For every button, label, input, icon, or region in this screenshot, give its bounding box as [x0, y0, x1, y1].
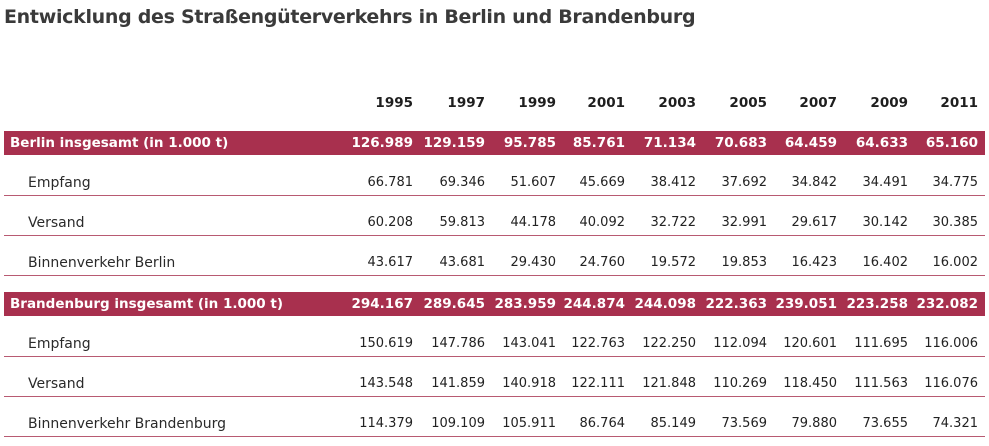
- year-header: 2001: [587, 95, 625, 111]
- table-row: Empfang 66.781 69.346 51.607 45.669 38.412 37.…: [4, 171, 985, 196]
- row-label: Binnenverkehr Brandenburg: [28, 416, 227, 432]
- table-cell: 111.563: [854, 376, 908, 391]
- table-cell: 143.548: [359, 376, 413, 391]
- table-cell: 44.178: [510, 215, 557, 230]
- table-cell: 16.002: [932, 255, 979, 270]
- table-cell: 64.633: [855, 135, 908, 151]
- table-cell: 16.402: [862, 255, 909, 270]
- year-header: 1997: [447, 95, 485, 111]
- page-title: Entwicklung des Straßengüterverkehrs in …: [4, 6, 696, 28]
- table-row: Versand 143.548 141.859 140.918 122.111 121.8…: [4, 372, 985, 397]
- table-cell: 45.669: [579, 175, 626, 190]
- table-row: Binnenverkehr Berlin 43.617 43.681 29.430 24…: [4, 251, 985, 276]
- table-cell: 129.159: [423, 135, 486, 151]
- table-cell: 32.991: [721, 215, 768, 230]
- table-row: Binnenverkehr Brandenburg 114.379 109.109 1…: [4, 412, 985, 437]
- table-cell: 120.601: [783, 336, 837, 351]
- table-cell: 105.911: [502, 416, 556, 431]
- table-cell: 126.989: [351, 135, 414, 151]
- table-cell: 147.786: [431, 336, 485, 351]
- table-cell: 116.006: [924, 336, 978, 351]
- table-cell: 85.761: [572, 135, 625, 151]
- table-cell: 150.619: [359, 336, 413, 351]
- table-cell: 43.681: [439, 255, 486, 270]
- row-label: Versand: [28, 215, 85, 231]
- table-cell: 19.853: [721, 255, 768, 270]
- table-cell: 109.109: [431, 416, 485, 431]
- row-label: Versand: [28, 376, 85, 392]
- table-cell: 232.082: [916, 296, 979, 312]
- table-cell: 116.076: [924, 376, 978, 391]
- table-cell: 32.722: [650, 215, 697, 230]
- table-cell: 64.459: [784, 135, 837, 151]
- table-cell: 95.785: [503, 135, 556, 151]
- table-row: Versand 60.208 59.813 44.178 40.092 32.722 32.…: [4, 211, 985, 236]
- table-cell: 283.959: [494, 296, 557, 312]
- table-cell: 122.763: [571, 336, 625, 351]
- year-header: 1995: [375, 95, 413, 111]
- table-cell: 40.092: [579, 215, 626, 230]
- table-cell: 24.760: [579, 255, 626, 270]
- table-cell: 38.412: [650, 175, 697, 190]
- table-cell: 111.695: [854, 336, 908, 351]
- table-cell: 60.208: [367, 215, 414, 230]
- table-cell: 73.655: [862, 416, 909, 431]
- table-cell: 73.569: [721, 416, 768, 431]
- table-cell: 29.430: [510, 255, 557, 270]
- table-cell: 34.775: [932, 175, 979, 190]
- table-cell: 43.617: [367, 255, 414, 270]
- year-header: 2003: [658, 95, 696, 111]
- table-cell: 65.160: [925, 135, 978, 151]
- table-cell: 29.617: [791, 215, 838, 230]
- total-row: Berlin insgesamt (in 1.000 t) 126.989 129.…: [4, 131, 985, 155]
- year-header: 1999: [518, 95, 556, 111]
- table-cell: 86.764: [579, 416, 626, 431]
- table-cell: 16.423: [791, 255, 838, 270]
- table-cell: 141.859: [431, 376, 485, 391]
- table-cell: 112.094: [713, 336, 767, 351]
- table-cell: 71.134: [643, 135, 696, 151]
- year-header: 2007: [799, 95, 837, 111]
- table-cell: 85.149: [650, 416, 697, 431]
- table-cell: 222.363: [705, 296, 768, 312]
- table-cell: 244.874: [563, 296, 626, 312]
- table-cell: 118.450: [783, 376, 837, 391]
- table-cell: 122.111: [571, 376, 625, 391]
- table-cell: 79.880: [791, 416, 838, 431]
- table-cell: 66.781: [367, 175, 414, 190]
- table-cell: 294.167: [351, 296, 414, 312]
- table-cell: 114.379: [359, 416, 413, 431]
- row-label: Binnenverkehr Berlin: [28, 255, 176, 271]
- table-cell: 30.385: [932, 215, 979, 230]
- row-label: Brandenburg insgesamt (in 1.000 t): [10, 296, 283, 312]
- year-header: 2011: [940, 95, 978, 111]
- table-cell: 70.683: [714, 135, 767, 151]
- table-cell: 289.645: [423, 296, 486, 312]
- table-cell: 244.098: [634, 296, 697, 312]
- row-label: Empfang: [28, 175, 91, 191]
- table-cell: 69.346: [439, 175, 486, 190]
- table-cell: 74.321: [932, 416, 979, 431]
- table-cell: 223.258: [846, 296, 909, 312]
- row-label: Empfang: [28, 336, 91, 352]
- table-cell: 121.848: [642, 376, 696, 391]
- table-cell: 30.142: [862, 215, 909, 230]
- table-cell: 19.572: [650, 255, 697, 270]
- year-header: 2009: [870, 95, 908, 111]
- header-row: 1995 1997 1999 2001 2003 2005 2007 2009 …: [4, 91, 985, 115]
- table-cell: 34.842: [791, 175, 838, 190]
- table-cell: 110.269: [713, 376, 767, 391]
- total-row: Brandenburg insgesamt (in 1.000 t) 294.16…: [4, 292, 985, 316]
- table-row: Empfang 150.619 147.786 143.041 122.763 122.2…: [4, 332, 985, 357]
- row-label: Berlin insgesamt (in 1.000 t): [10, 135, 229, 151]
- table-cell: 37.692: [721, 175, 768, 190]
- year-header: 2005: [729, 95, 767, 111]
- table-cell: 140.918: [502, 376, 556, 391]
- table-cell: 122.250: [642, 336, 696, 351]
- table-cell: 51.607: [510, 175, 557, 190]
- table-cell: 143.041: [502, 336, 556, 351]
- table-cell: 59.813: [439, 215, 486, 230]
- table-cell: 239.051: [775, 296, 838, 312]
- table-cell: 34.491: [862, 175, 909, 190]
